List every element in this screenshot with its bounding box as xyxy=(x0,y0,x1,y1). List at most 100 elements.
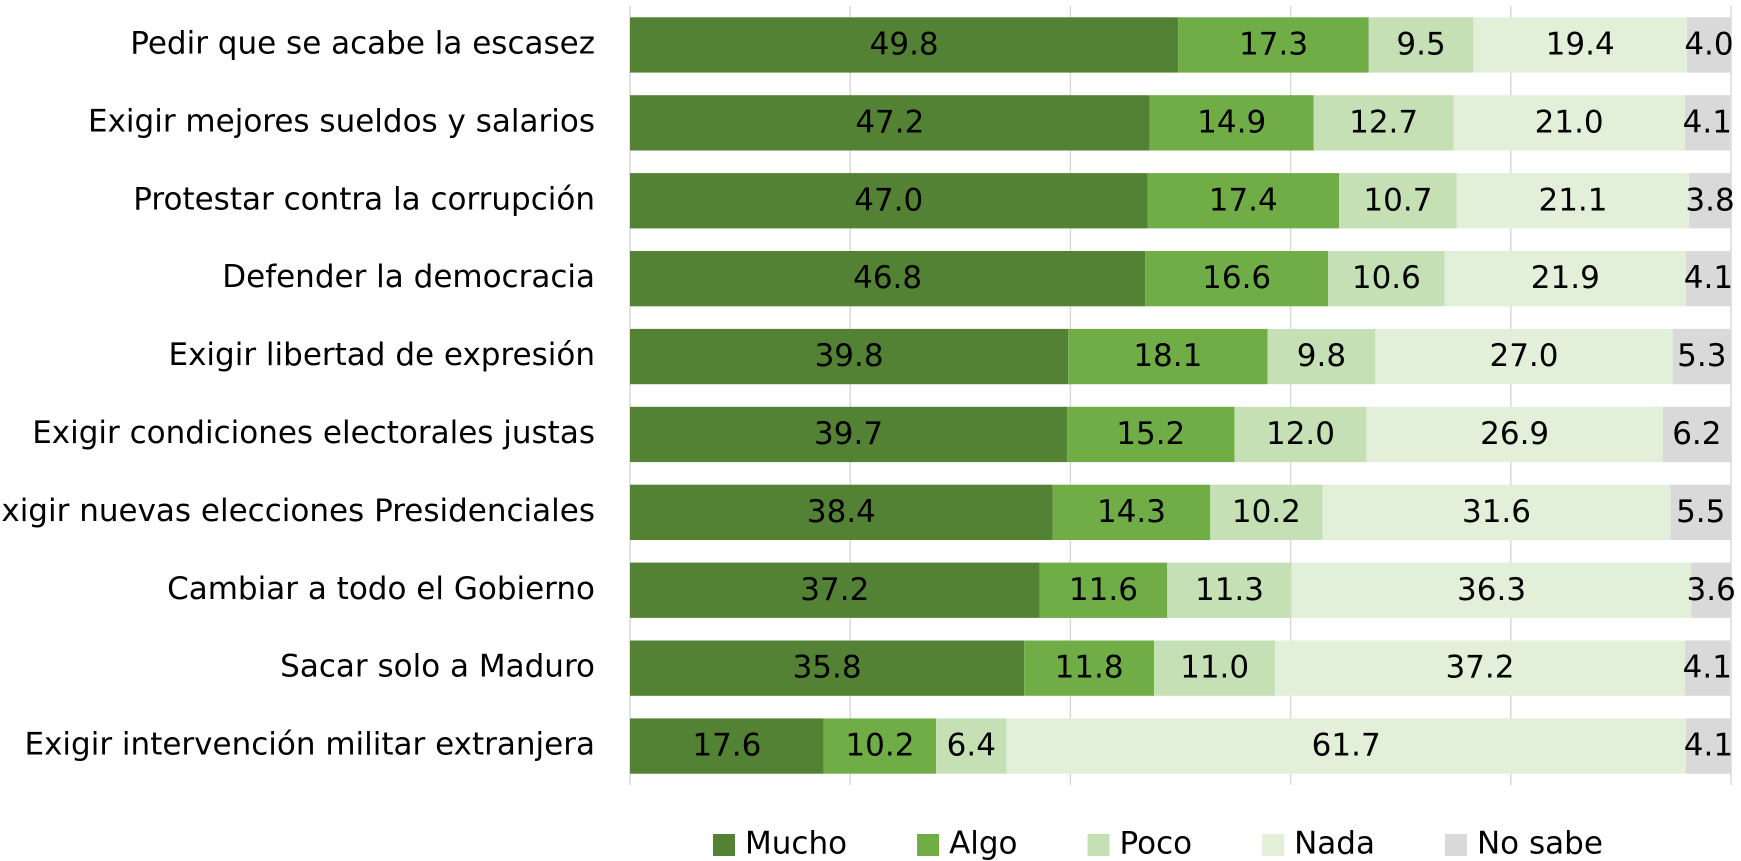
data-label: 18.1 xyxy=(1133,338,1202,374)
data-label: 47.0 xyxy=(854,182,923,218)
bar-segment xyxy=(1052,484,1211,541)
bar-segment xyxy=(1473,17,1687,73)
bar-segment xyxy=(1456,173,1690,229)
bar-segment xyxy=(1167,562,1292,618)
bar-segment xyxy=(1322,484,1671,541)
bar-segment xyxy=(1691,562,1731,618)
legend-swatch xyxy=(713,834,735,856)
bar-segment xyxy=(1662,406,1731,463)
y-tick-label: Sacar solo a Maduro xyxy=(280,649,595,685)
data-label: 10.2 xyxy=(1232,494,1301,530)
data-label: 14.9 xyxy=(1197,104,1266,140)
data-label: 4.0 xyxy=(1684,26,1733,62)
bar-segment xyxy=(630,718,824,774)
bar-segment xyxy=(630,95,1150,151)
bar-segment xyxy=(1339,173,1457,229)
data-label: 10.2 xyxy=(845,728,914,764)
bar-segment xyxy=(1291,562,1692,618)
data-label: 21.1 xyxy=(1538,182,1607,218)
bar-segment xyxy=(1068,328,1268,385)
legend-label: Nada xyxy=(1294,826,1375,861)
bar-segment xyxy=(1366,406,1663,463)
legend-label: No sabe xyxy=(1477,826,1603,861)
legend-swatch xyxy=(1087,834,1110,856)
data-label: 46.8 xyxy=(853,260,922,296)
y-tick-label: Exigir condiciones electorales justas xyxy=(32,415,595,451)
bar-segment xyxy=(1234,406,1367,463)
data-label: 17.4 xyxy=(1209,182,1278,218)
bar-segment xyxy=(1267,328,1376,385)
bar-segment xyxy=(630,173,1148,229)
data-label: 15.2 xyxy=(1116,416,1185,452)
data-label: 37.2 xyxy=(1445,650,1514,686)
bar-segment xyxy=(630,640,1025,696)
bar-segment xyxy=(630,328,1069,385)
legend-label: Algo xyxy=(949,826,1017,861)
bar-segment xyxy=(823,718,937,774)
data-label: 21.9 xyxy=(1531,260,1600,296)
data-label: 17.6 xyxy=(692,728,761,764)
data-label: 39.8 xyxy=(815,338,884,374)
data-label: 12.7 xyxy=(1349,104,1418,140)
data-label: 17.3 xyxy=(1239,26,1308,62)
data-label: 16.6 xyxy=(1202,260,1271,296)
bar-segment xyxy=(1689,173,1731,229)
data-label: 37.2 xyxy=(800,572,869,608)
bar-segment xyxy=(1067,406,1235,463)
bar-segment xyxy=(1149,95,1314,151)
data-label: 9.8 xyxy=(1297,338,1346,374)
data-label: 9.5 xyxy=(1396,26,1445,62)
data-label: 4.1 xyxy=(1684,728,1733,764)
bar-segment xyxy=(630,406,1068,463)
data-label: 10.6 xyxy=(1352,260,1421,296)
data-label: 38.4 xyxy=(807,494,876,530)
bar-segment xyxy=(1024,640,1155,696)
data-label: 10.7 xyxy=(1363,182,1432,218)
data-label: 36.3 xyxy=(1457,572,1526,608)
bar-segment xyxy=(1685,718,1731,774)
data-label: 31.6 xyxy=(1462,494,1531,530)
data-label: 3.8 xyxy=(1685,182,1734,218)
bar-segment xyxy=(1672,328,1731,385)
bar-segment xyxy=(630,250,1146,307)
bar-segment xyxy=(1453,95,1685,151)
bar-segment xyxy=(936,718,1007,774)
data-label: 49.8 xyxy=(870,26,939,62)
y-tick-label: Pedir que se acabe la escasez xyxy=(130,25,595,61)
bar-segment xyxy=(1275,640,1685,696)
bar-segment xyxy=(630,484,1053,541)
bar-segment xyxy=(1685,250,1731,307)
legend-label: Poco xyxy=(1120,826,1193,861)
bar-segment xyxy=(1684,640,1730,696)
legend-swatch xyxy=(1444,834,1467,856)
data-label: 11.8 xyxy=(1055,650,1124,686)
data-label: 5.5 xyxy=(1676,494,1725,530)
data-label: 12.0 xyxy=(1266,416,1335,452)
data-label: 6.2 xyxy=(1672,416,1721,452)
bar-segment xyxy=(1006,718,1686,774)
data-label: 6.4 xyxy=(947,728,996,764)
data-label: 11.3 xyxy=(1195,572,1264,608)
bar-segment xyxy=(1154,640,1276,696)
data-label: 21.0 xyxy=(1535,104,1604,140)
bar-segment xyxy=(1145,250,1329,307)
data-label: 26.9 xyxy=(1480,416,1549,452)
data-label: 3.6 xyxy=(1687,572,1736,608)
bar-segment xyxy=(1328,250,1445,307)
data-label: 4.1 xyxy=(1683,650,1732,686)
bar-segment xyxy=(1444,250,1686,307)
data-label: 27.0 xyxy=(1489,338,1558,374)
data-label: 4.1 xyxy=(1683,104,1732,140)
data-label: 47.2 xyxy=(855,104,924,140)
bar-segment xyxy=(1147,173,1340,229)
bar-segment xyxy=(630,17,1179,73)
data-label: 4.1 xyxy=(1684,260,1733,296)
bar-segment xyxy=(1210,484,1323,541)
bar-segment xyxy=(1368,17,1474,73)
legend-swatch xyxy=(917,834,940,856)
bar-segment xyxy=(630,562,1040,618)
y-tick-label: Cambiar a todo el Gobierno xyxy=(167,571,595,607)
y-tick-label: Defender la democracia xyxy=(222,259,595,295)
data-label: 39.7 xyxy=(814,416,883,452)
data-label: 14.3 xyxy=(1097,494,1166,530)
